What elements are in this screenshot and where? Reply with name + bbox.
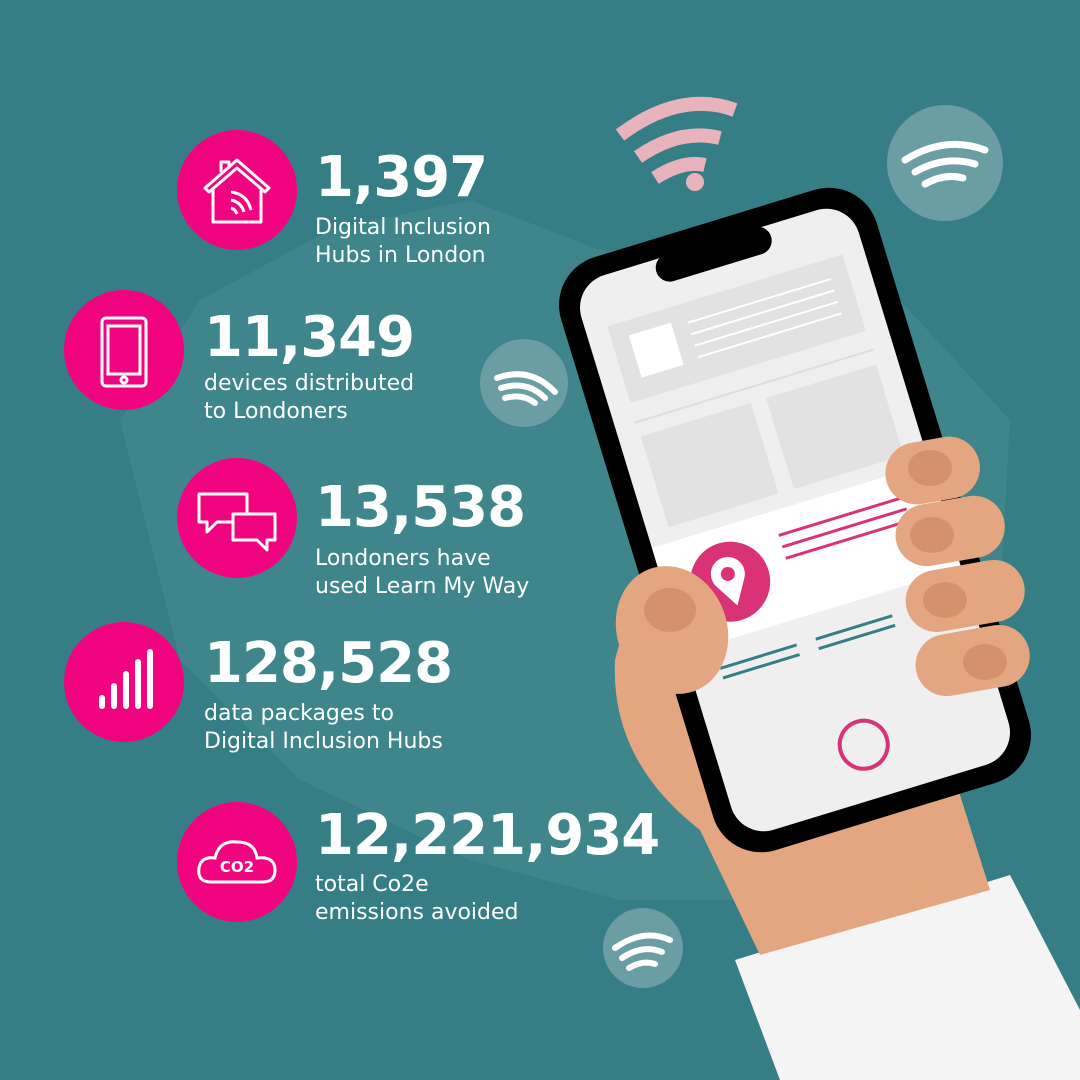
stat-value: 128,528 bbox=[204, 631, 453, 696]
co2-label: CO2 bbox=[219, 858, 255, 876]
wifi-signal-icon bbox=[615, 96, 738, 191]
home-button bbox=[837, 718, 890, 771]
stat-label: emissions avoided bbox=[315, 900, 519, 925]
wifi-bubble-icon bbox=[480, 339, 568, 427]
stat-value: 13,538 bbox=[315, 475, 526, 540]
chat-bubbles-icon bbox=[177, 458, 297, 578]
stat-value: 12,221,934 bbox=[315, 803, 660, 868]
stat-label: to Londoners bbox=[204, 399, 348, 424]
tablet-icon bbox=[64, 290, 184, 410]
stat-label: data packages to bbox=[204, 701, 394, 726]
stat-label: Londoners have bbox=[315, 546, 491, 571]
stat-label: Hubs in London bbox=[315, 243, 486, 268]
house-wifi-icon bbox=[177, 130, 297, 250]
sleeve bbox=[735, 875, 1080, 1080]
wifi-bubble-icon bbox=[603, 908, 683, 988]
stat-label: devices distributed bbox=[204, 371, 415, 396]
stat-label: Digital Inclusion Hubs bbox=[204, 729, 443, 754]
stat-value: 11,349 bbox=[204, 305, 415, 370]
stat-label: used Learn My Way bbox=[315, 574, 530, 599]
stat-label: total Co2e bbox=[315, 872, 429, 897]
wifi-bubble-icon bbox=[887, 105, 1003, 221]
signal-bars-icon bbox=[64, 622, 184, 742]
co2-cloud-icon: CO2 bbox=[177, 802, 297, 922]
stat-label: Digital Inclusion bbox=[315, 215, 491, 240]
stat-value: 1,397 bbox=[315, 145, 488, 210]
